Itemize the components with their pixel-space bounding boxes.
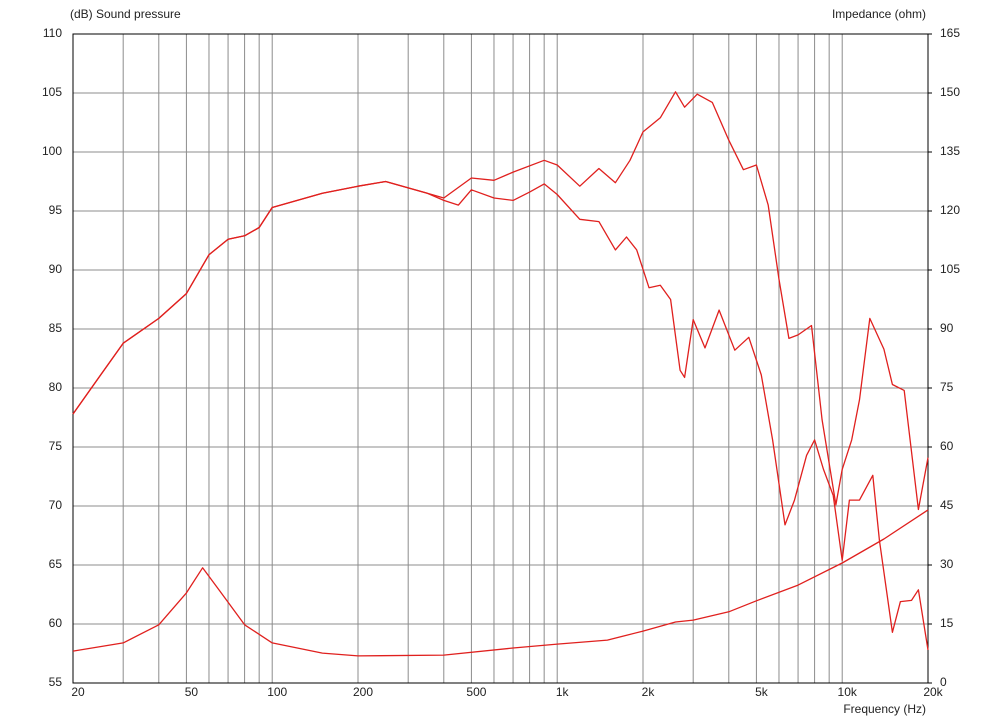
y2-tick-label: 75: [940, 380, 954, 394]
y2-tick-label: 150: [940, 85, 960, 99]
x-tick-label: 10k: [838, 685, 858, 699]
y2-tick-label: 60: [940, 439, 954, 453]
y2-tick-label: 45: [940, 498, 954, 512]
x-tick-label: 50: [185, 685, 199, 699]
plot-frame: [72, 33, 929, 684]
y-tick-label: 90: [49, 262, 63, 276]
y2-tick-label: 90: [940, 321, 954, 335]
y2-axis-label: Impedance (ohm): [832, 7, 926, 21]
y2-tick-label: 105: [940, 262, 960, 276]
y-tick-label: 85: [49, 321, 63, 335]
y-tick-label: 70: [49, 498, 63, 512]
x-tick-label: 5k: [755, 685, 769, 699]
y2-tick-label: 120: [940, 203, 960, 217]
x-tick-label: 2k: [642, 685, 656, 699]
x-tick-label: 100: [267, 685, 287, 699]
y-tick-label: 75: [49, 439, 63, 453]
x-tick-label: 500: [466, 685, 486, 699]
x-tick-label: 200: [353, 685, 373, 699]
x-axis-label: Frequency (Hz): [843, 702, 926, 716]
series-line: [72, 509, 929, 657]
y-tick-label: 60: [49, 616, 63, 630]
x-tick-label: 1k: [556, 685, 570, 699]
y-tick-label: 110: [43, 26, 62, 40]
y2-tick-label: 0: [940, 675, 947, 689]
y-axis-label: (dB) Sound pressure: [70, 7, 181, 21]
series-line: [72, 180, 929, 651]
y2-tick-label: 15: [940, 616, 954, 630]
y2-tick-label: 165: [940, 26, 960, 40]
y-tick-label: 95: [49, 203, 63, 217]
x-tick-label: 20k: [923, 685, 943, 699]
y-tick-label: 100: [42, 144, 62, 158]
y-tick-label: 105: [42, 85, 62, 99]
y-tick-label: 65: [49, 557, 63, 571]
x-tick-label: 20: [71, 685, 85, 699]
y2-tick-label: 135: [940, 144, 960, 158]
y2-tick-label: 30: [940, 557, 954, 571]
y-tick-label: 80: [49, 380, 63, 394]
y-tick-label: 55: [49, 675, 63, 689]
